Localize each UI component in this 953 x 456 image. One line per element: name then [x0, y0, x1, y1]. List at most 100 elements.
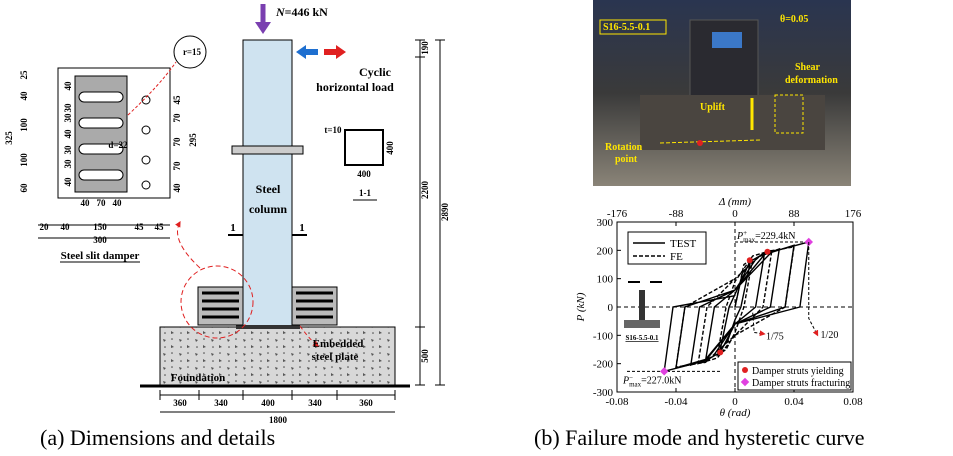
- damper-dim: 40: [81, 198, 91, 208]
- section-name: 1-1: [359, 188, 371, 198]
- cyclic-label: horizontal load: [316, 80, 394, 94]
- inset-label: S16-5.5-0.1: [625, 334, 659, 342]
- foundation-label: Foundation: [171, 372, 225, 384]
- height-dim: 190: [420, 41, 430, 55]
- marker: [747, 257, 753, 263]
- page: { "panel_a": { "load": {"symbol": "N", "…: [0, 0, 953, 456]
- base-dim: 360: [173, 398, 187, 408]
- x2-axis-label: Δ (mm): [718, 196, 752, 208]
- photo-actuator: [712, 32, 742, 48]
- photo-shear: Shear: [795, 62, 821, 73]
- peak-text: =229.4kN: [755, 231, 795, 242]
- base-dim: 340: [308, 398, 322, 408]
- section-t: t=10: [324, 125, 342, 135]
- splice: [232, 146, 303, 154]
- y-tick-label: 0: [608, 302, 614, 314]
- left-arrow: [296, 45, 318, 59]
- photo-rotation: point: [615, 154, 638, 165]
- damper-dim: 70: [97, 198, 107, 208]
- x2-tick-label: 176: [845, 208, 862, 220]
- damper-dim: 40: [61, 222, 71, 232]
- plate-label: Embedded: [313, 338, 364, 350]
- damper-dim: 30: [63, 145, 73, 155]
- load-arrow-head: [255, 22, 271, 34]
- caption: (b) Failure mode and hysteretic curve: [534, 425, 864, 450]
- peak-symbol: P: [736, 231, 743, 242]
- height-dim: 2200: [420, 181, 430, 200]
- y-tick-label: -100: [593, 330, 614, 342]
- peak-text: =227.0kN: [641, 375, 681, 386]
- x2-tick-label: -88: [669, 208, 684, 220]
- drift-label: 1/75: [766, 332, 784, 343]
- column-label: column: [249, 202, 287, 216]
- damper-dim: 30: [63, 159, 73, 169]
- damper-dim: 70: [172, 113, 182, 123]
- damper-dim: 40: [19, 91, 29, 101]
- marker: [764, 249, 770, 255]
- damper-dim: 295: [188, 133, 198, 147]
- legend-label: Damper struts fracturing: [752, 378, 850, 389]
- damper-dim: 150: [93, 222, 107, 232]
- damper-dim: 40: [172, 183, 182, 193]
- cut-label: 1: [230, 222, 236, 234]
- peak-label: P−max=227.0kN: [622, 373, 682, 388]
- column-label: Steel: [256, 182, 281, 196]
- damper-dim: 300: [93, 235, 107, 245]
- base-dim: 360: [359, 398, 373, 408]
- cyclic-label: Cyclic: [359, 65, 392, 79]
- damper-dim: 70: [172, 137, 182, 147]
- hole-label: d=22: [108, 140, 128, 150]
- damper-dim: 45: [135, 222, 145, 232]
- section-side: 400: [385, 141, 395, 155]
- y-tick-label: 300: [597, 217, 614, 229]
- peak-symbol: P: [622, 375, 629, 386]
- marker: [660, 367, 668, 375]
- y-tick-label: -300: [593, 387, 614, 399]
- drift-arrow: [809, 242, 818, 335]
- legend-label: TEST: [670, 238, 697, 250]
- legend-swatch: [742, 367, 748, 373]
- damper-dim: 70: [172, 161, 182, 171]
- photo-drift: θ=0.05: [780, 14, 808, 25]
- damper-dim: 325: [4, 131, 14, 145]
- base-dim: 400: [261, 398, 275, 408]
- section-width: 400: [357, 169, 371, 179]
- photo-uplift: Uplift: [700, 102, 726, 113]
- cut-label: 1: [299, 222, 305, 234]
- photo-rotation: Rotation: [605, 142, 643, 153]
- right-arrow: [324, 45, 346, 59]
- caption: (a) Dimensions and details: [40, 425, 275, 450]
- plate-label: steel plate: [312, 351, 359, 363]
- x-tick-label: 0.08: [843, 396, 863, 408]
- damper-dim: 45: [155, 222, 165, 232]
- height-dim: 500: [420, 349, 430, 363]
- load-value: =446 kN: [285, 5, 329, 19]
- damper-left: [198, 287, 243, 325]
- damper-dim: 20: [40, 222, 50, 232]
- damper-dim: 40: [63, 177, 73, 187]
- x2-tick-label: 0: [732, 208, 738, 220]
- photo-specimen: S16-5.5-0.1: [603, 22, 650, 33]
- damper-dim: 40: [63, 81, 73, 91]
- damper-dim: 100: [19, 118, 29, 132]
- x2-tick-label: 88: [789, 208, 801, 220]
- drift-label: 1/20: [821, 330, 839, 341]
- load-label: N=446 kN: [275, 5, 328, 19]
- legend-label: FE: [670, 251, 683, 263]
- x-tick-label: -0.04: [665, 396, 688, 408]
- detail-arrow: [178, 222, 201, 268]
- slit-damper: [58, 68, 170, 198]
- damper-dim: 40: [63, 129, 73, 139]
- inset-column: [639, 290, 645, 320]
- damper-dim: 60: [19, 183, 29, 193]
- damper-dim: 100: [19, 153, 29, 167]
- peak-label: P+max=229.4kN: [736, 229, 796, 244]
- figure: N=446 kN Cyclichorizontal load Steel column…: [0, 0, 953, 456]
- section: [345, 130, 383, 165]
- base-dim: 1800: [269, 415, 288, 425]
- photo-dampers: [640, 95, 825, 150]
- height-dim: 2890: [440, 203, 450, 222]
- inset-base: [624, 320, 660, 328]
